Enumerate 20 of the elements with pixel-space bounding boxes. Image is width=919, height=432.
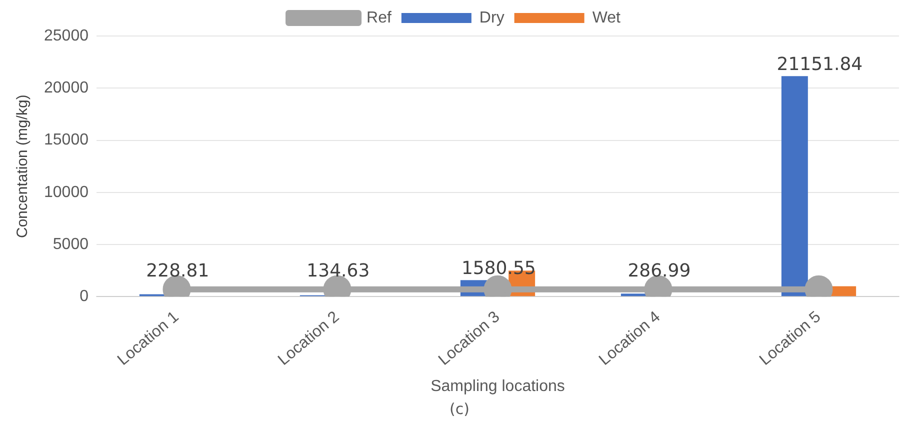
bar (830, 286, 856, 296)
legend-label: Dry (479, 9, 504, 26)
x-axis-title: Sampling locations (430, 378, 565, 395)
data-label: 21151.84 (776, 54, 863, 75)
text: (c) (448, 400, 470, 418)
bar (781, 76, 808, 296)
legend-label: Wet (592, 9, 622, 26)
data-label: 134.63 (306, 260, 370, 282)
legend-label: Ref (366, 9, 392, 26)
y-tick-label: 25000 (44, 27, 89, 44)
y-tick-label: 10000 (44, 184, 89, 201)
y-tick-label: 5000 (52, 236, 89, 253)
data-label: 286.99 (628, 260, 691, 282)
y-tick-label: 20000 (44, 80, 89, 97)
y-tick-label: 15000 (44, 132, 89, 149)
data-label: 228.81 (146, 260, 210, 282)
y-axis-title: Concentation (mg/kg) (14, 94, 32, 238)
bar (620, 294, 648, 296)
data-label: 1580.55 (461, 258, 536, 279)
y-tick-label: 0 (80, 288, 89, 306)
